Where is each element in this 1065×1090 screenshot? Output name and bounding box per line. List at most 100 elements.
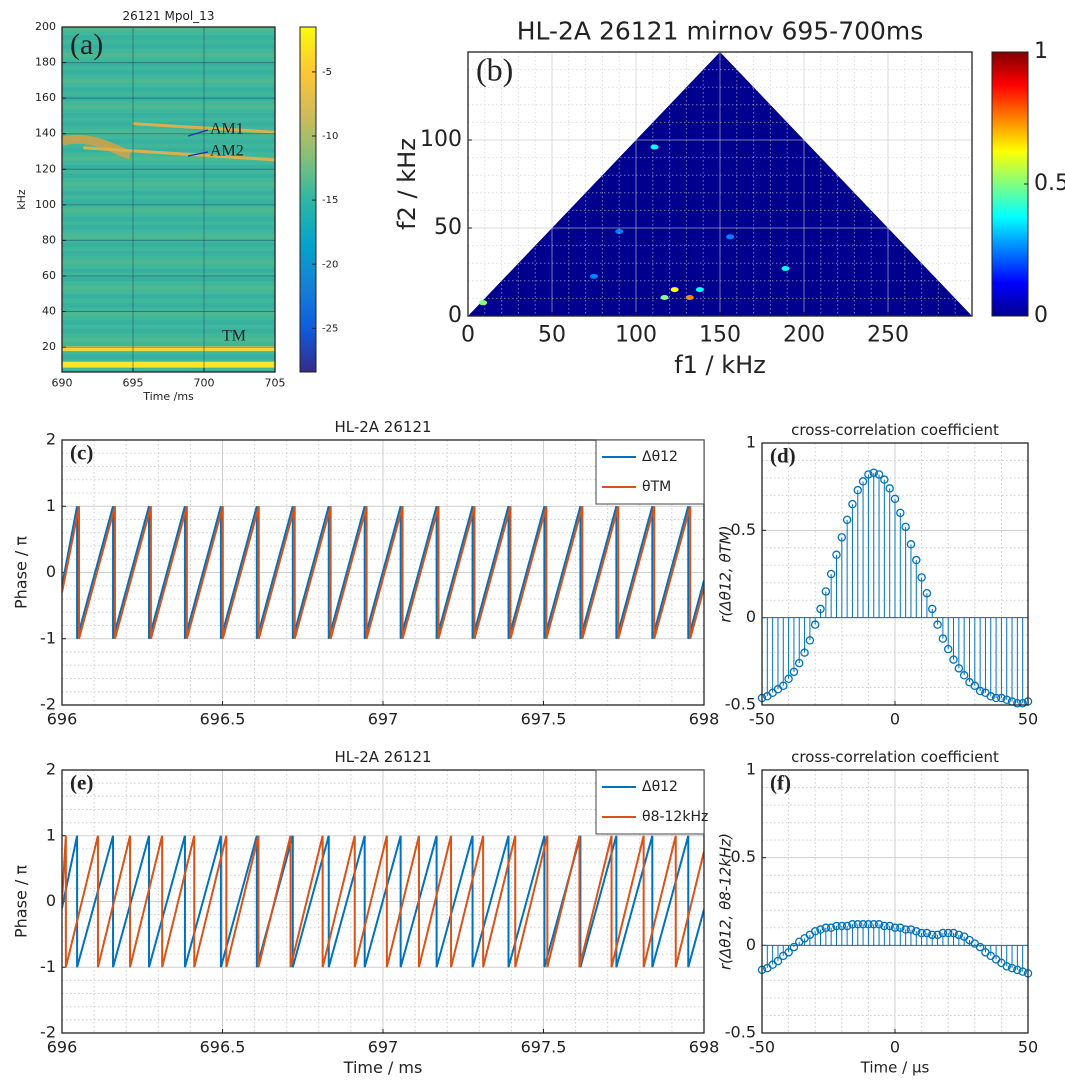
y-tick-label: -0.5 (725, 695, 756, 714)
stem-marker (832, 550, 841, 560)
stem-marker (975, 942, 985, 952)
y-tick-label: 0.5 (731, 847, 756, 866)
bicoherence-spot (781, 265, 790, 271)
panel-label: (a) (70, 28, 103, 61)
spectrogram-texture (62, 165, 275, 170)
stem-marker (837, 921, 847, 931)
bicoherence-spot (660, 295, 669, 301)
y-axis-label: r(Δθ12, θ8-12kHz) (717, 833, 735, 970)
stem-marker (864, 920, 873, 929)
spectrogram-texture (62, 234, 275, 239)
x-tick-label: 250 (867, 323, 909, 348)
spectrogram-texture (62, 208, 275, 213)
spectrogram-texture (62, 156, 275, 161)
colorbar (299, 26, 317, 373)
spectrogram-image (62, 27, 275, 372)
spectrogram-texture (62, 147, 275, 153)
stem-marker (885, 921, 894, 931)
colorbar-tick-label: 0.5 (1034, 171, 1065, 196)
stem-marker (938, 928, 948, 938)
spectrogram-texture (62, 70, 275, 75)
y-tick-label: 120 (35, 162, 56, 175)
y-tick-label: 1 (746, 433, 756, 452)
stem-marker (938, 634, 948, 643)
annotation: TM (222, 328, 246, 345)
stem-marker (906, 925, 916, 934)
x-tick-label: 697 (368, 710, 399, 729)
stem-marker (901, 522, 910, 532)
y-tick-label: -2 (40, 1023, 56, 1042)
annotation: AM1 (210, 121, 244, 138)
y-tick-label: -1 (40, 957, 56, 976)
panel: 696 696.5 697 697.5 698 -2 -1 0 1 2 HL-2A 26121 (c)… (12, 418, 720, 729)
panel: -50 0 50 -0.5 0 0.5 1 cross-correlation coeffic… (717, 421, 1039, 729)
bicoherence-spot (479, 300, 488, 306)
stem-marker (1013, 699, 1022, 708)
y-tick-label: 2 (46, 430, 56, 449)
x-tick-label: -50 (749, 1038, 775, 1057)
colorbar (991, 51, 1029, 317)
spectrogram-texture (62, 139, 275, 144)
stem-marker (954, 930, 964, 940)
stem-marker (779, 681, 788, 691)
series-line (62, 835, 704, 968)
y-tick-label: 0 (746, 935, 756, 954)
annotation-arrow (187, 151, 209, 157)
spectrogram-texture (62, 320, 275, 325)
spectrogram-texture (62, 242, 275, 247)
stem-marker (810, 620, 820, 629)
stem-marker (880, 921, 889, 931)
stem-marker (773, 956, 783, 966)
y-tick-label: 40 (42, 305, 56, 318)
y-tick-label: 1 (746, 760, 756, 779)
legend-label: Δθ12 (642, 449, 678, 465)
spectrogram-texture (62, 27, 275, 32)
y-tick-label: -0.5 (725, 1023, 756, 1042)
x-axis-label: f1 / kHz (674, 351, 766, 379)
bicoherence-spot (695, 287, 704, 293)
stem-marker (816, 925, 825, 934)
axes-frame (61, 439, 705, 706)
panel: 690 695 700 705 20 40 60 80 100 120 140 160 180 200 26… (15, 9, 338, 403)
x-tick-label: 0 (890, 710, 900, 729)
x-tick-label: 696.5 (200, 710, 246, 729)
y-tick-label: 20 (42, 340, 56, 353)
panel: -50 0 50 -0.5 0 0.5 1 cross-correlation coeffic… (717, 748, 1039, 1076)
annotation: AM2 (210, 143, 244, 160)
y-axis-label: Phase / π (12, 865, 31, 938)
series-line (62, 835, 704, 968)
y-tick-label: 1 (46, 496, 56, 515)
stem-marker (1018, 967, 1027, 976)
spectrogram-texture (62, 61, 275, 66)
chart-title: cross-correlation coefficient (791, 748, 999, 766)
stem-marker (789, 667, 799, 677)
x-tick-label: 50 (1018, 1038, 1038, 1057)
mode-band (83, 146, 276, 162)
y-tick-label: 0 (46, 562, 56, 581)
stem-marker (949, 655, 958, 664)
spectrogram-texture (62, 190, 275, 196)
spectrogram-texture (62, 87, 275, 92)
stem-marker (970, 681, 980, 691)
panel: 696 696.5 697 697.5 698 -2 -1 0 1 2 HL-2A 26121 (e)… (12, 748, 720, 1077)
x-tick-label: 150 (699, 323, 741, 348)
spectrogram-texture (62, 328, 275, 334)
x-tick-label: 697.5 (521, 710, 567, 729)
y-tick-label: -1 (40, 628, 56, 647)
x-tick-label: 696 (47, 1038, 78, 1057)
stem-marker (901, 925, 910, 934)
bicoherence-spot (726, 234, 735, 240)
spectrogram-texture (62, 44, 275, 49)
chart-title: cross-correlation coefficient (791, 421, 999, 439)
stem-marker (933, 930, 942, 940)
stem-marker (784, 674, 793, 684)
spectrogram-texture (62, 337, 275, 342)
spectrogram-texture (62, 182, 275, 187)
stem-marker (874, 470, 884, 479)
y-axis-label: kHz (15, 189, 28, 210)
legend-box (595, 769, 705, 835)
stem-marker (880, 475, 889, 484)
y-tick-label: 50 (434, 215, 462, 240)
stem-marker (917, 928, 926, 938)
axes-frame (61, 26, 276, 373)
